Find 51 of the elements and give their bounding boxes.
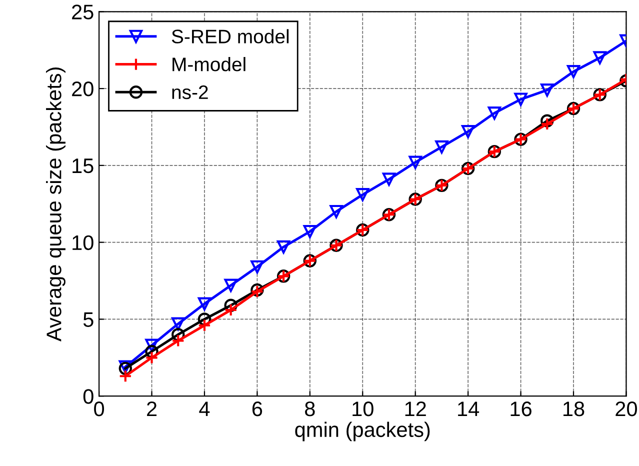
y-tick-label: 20: [72, 82, 94, 96]
y-tick-label: 5: [83, 312, 94, 327]
x-tick-label: 16: [510, 402, 532, 416]
point: [145, 338, 158, 352]
x-tick-label: 18: [564, 402, 584, 416]
x-tick-label: 6: [252, 402, 262, 416]
point: [435, 140, 448, 154]
x-tick-label: 20: [616, 402, 637, 416]
point: [461, 125, 475, 138]
point: [330, 204, 343, 218]
y-tick-label: 15: [72, 158, 94, 174]
point: [172, 328, 185, 342]
point: [540, 114, 554, 128]
point: [593, 51, 606, 64]
point: [303, 224, 317, 238]
point: [224, 298, 238, 312]
point: [408, 156, 422, 169]
x-tick-label: 0: [94, 402, 104, 416]
x-tick-label: 12: [405, 402, 426, 416]
point: [356, 188, 370, 202]
point: [145, 344, 158, 358]
x-tick-label: 8: [305, 402, 315, 416]
point: [224, 278, 238, 292]
point: [198, 297, 212, 310]
x-axis-title: qmin (packets): [295, 422, 430, 442]
y-tick-label: 10: [72, 235, 94, 250]
point: [145, 351, 158, 364]
point: [118, 370, 132, 383]
point: [488, 106, 502, 120]
point: [514, 92, 528, 106]
point: [540, 117, 554, 131]
x-tick-label: 2: [147, 402, 157, 416]
point: [382, 172, 396, 186]
point: [224, 303, 238, 317]
point: [566, 65, 580, 78]
legend-label: ns-2: [172, 85, 208, 100]
point: [198, 312, 212, 326]
point: [250, 260, 264, 274]
legend-label: M-model: [172, 57, 246, 72]
x-tick-label: 4: [199, 402, 210, 416]
y-tick-label: 25: [72, 4, 94, 20]
point: [540, 83, 554, 97]
point: [276, 240, 290, 254]
y-axis-title: Average queue size (packets): [46, 68, 66, 342]
point: [198, 318, 212, 332]
x-tick-label: 14: [458, 402, 480, 416]
x-tick-label: 10: [352, 402, 374, 416]
point: [172, 317, 185, 330]
legend-label: S-RED model: [172, 29, 289, 44]
point: [172, 334, 185, 348]
y-tick-label: 0: [83, 389, 94, 404]
